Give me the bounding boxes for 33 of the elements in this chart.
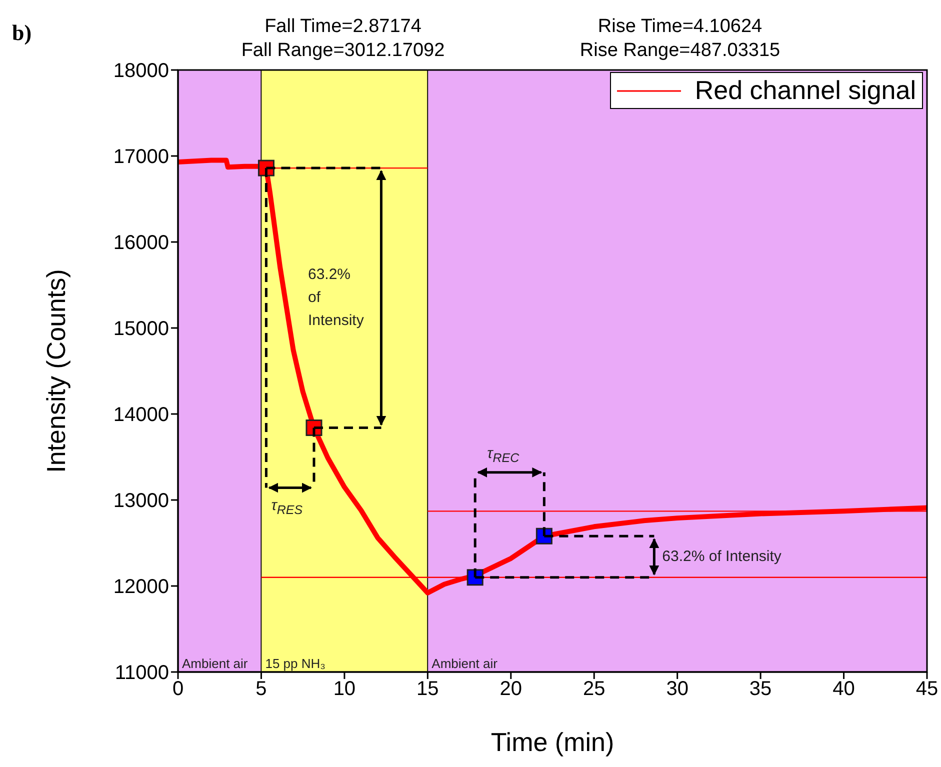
annotation: 63.2% of Intensity bbox=[308, 264, 364, 331]
x-tick-label: 30 bbox=[666, 678, 688, 700]
y-tick-label: 14000 bbox=[113, 404, 169, 426]
text: Fall Range=3012.17092 bbox=[241, 40, 445, 62]
text: Rise Time=4.10624 bbox=[598, 16, 762, 38]
text: Rise Range=487.03315 bbox=[580, 40, 780, 62]
band-label: Ambient air bbox=[432, 656, 498, 671]
x-axis-title: Time (min) bbox=[490, 727, 614, 757]
x-tick-label: 10 bbox=[333, 678, 356, 700]
y-tick-label: 16000 bbox=[113, 232, 169, 254]
band-label: Ambient air bbox=[182, 656, 248, 671]
y-tick-label: 11000 bbox=[114, 662, 169, 684]
x-tick-label: 25 bbox=[582, 678, 606, 700]
y-tick-label: 18000 bbox=[113, 60, 169, 82]
text: Fall Time=2.87174 bbox=[264, 16, 422, 38]
legend-label: Red channel signal bbox=[694, 75, 916, 106]
x-tick-label: 40 bbox=[832, 678, 855, 700]
annotation: τ$_{RES}$ bbox=[271, 496, 303, 520]
x-tick-label: 15 bbox=[416, 678, 439, 700]
text: b) bbox=[12, 20, 32, 46]
y-axis-title: Intensity (Counts) bbox=[41, 269, 72, 473]
y-tick-label: 17000 bbox=[113, 146, 169, 168]
x-tick-label: 20 bbox=[500, 678, 522, 700]
x-tick-label: 45 bbox=[916, 678, 938, 700]
y-tick-label: 15000 bbox=[113, 318, 169, 340]
x-tick-label: 0 bbox=[172, 678, 184, 700]
y-tick-label: 13000 bbox=[113, 490, 169, 512]
x-tick-label: 5 bbox=[256, 678, 267, 700]
annotation: τ$_{REC}$ bbox=[487, 444, 520, 468]
band-label: 15 pp NH₃ bbox=[265, 656, 326, 671]
x-tick-label: 35 bbox=[749, 678, 772, 700]
annotation: 63.2% of Intensity bbox=[662, 547, 782, 568]
y-tick-label: 12000 bbox=[113, 576, 169, 598]
